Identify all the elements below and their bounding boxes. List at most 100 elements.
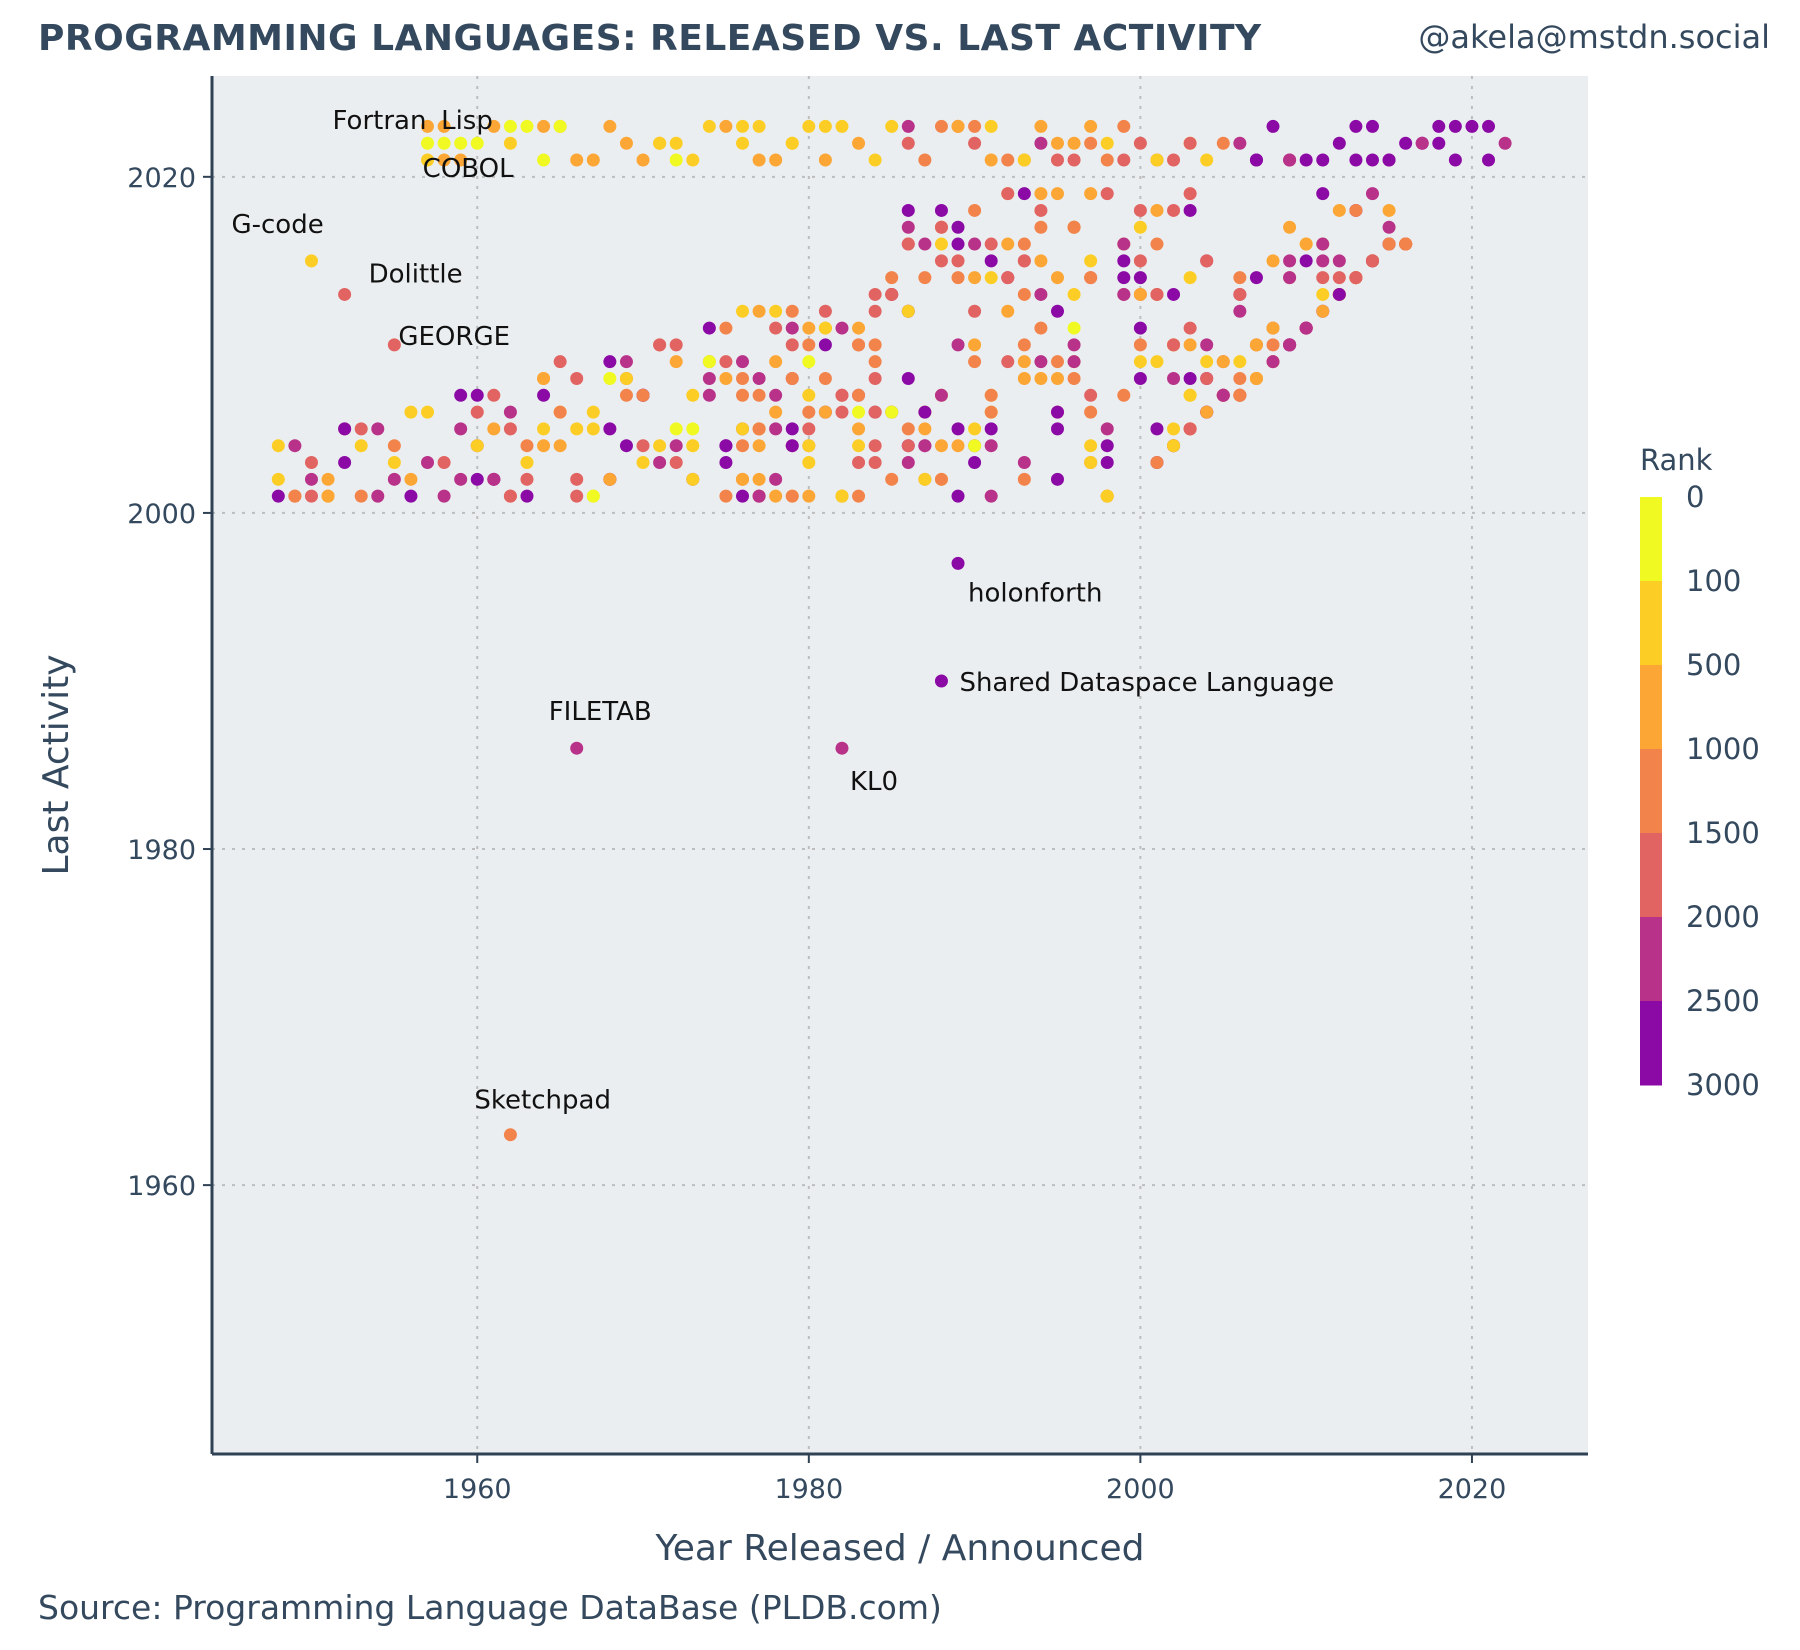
- point-cobol: [454, 136, 468, 150]
- data-point: [1299, 237, 1313, 251]
- point-labels: Fortran Lisp COBOL G-code Dolittle GEORGE holo…: [231, 106, 1334, 1115]
- data-point: [520, 472, 534, 486]
- data-point: [1349, 153, 1363, 167]
- data-point: [454, 472, 468, 486]
- data-point: [918, 439, 932, 453]
- data-point: [1498, 136, 1512, 150]
- data-point: [1233, 304, 1247, 318]
- data-point: [1266, 338, 1280, 352]
- data-point: [1167, 439, 1181, 453]
- data-point: [1167, 422, 1181, 436]
- data-point: [1133, 338, 1147, 352]
- data-point: [1067, 287, 1081, 301]
- data-point: [934, 119, 948, 133]
- data-point: [1382, 220, 1396, 234]
- data-point: [487, 422, 501, 436]
- data-point: [901, 119, 915, 133]
- data-point: [288, 439, 302, 453]
- data-point: [901, 456, 915, 470]
- data-point: [1034, 203, 1048, 217]
- data-point: [1034, 136, 1048, 150]
- data-point: [1382, 153, 1396, 167]
- data-point: [918, 422, 932, 436]
- data-point: [868, 153, 882, 167]
- data-point: [1034, 220, 1048, 234]
- data-point: [868, 338, 882, 352]
- data-point: [885, 119, 899, 133]
- point-g-code: [304, 254, 318, 268]
- data-point: [1183, 271, 1197, 285]
- data-point: [1216, 388, 1230, 402]
- data-point: [1200, 153, 1214, 167]
- data-point: [553, 119, 567, 133]
- data-point: [769, 422, 783, 436]
- data-point: [1050, 422, 1064, 436]
- data-point: [1017, 456, 1031, 470]
- data-point: [686, 472, 700, 486]
- data-point: [1283, 271, 1297, 285]
- data-point: [470, 388, 484, 402]
- data-point: [437, 489, 451, 503]
- data-point: [1050, 355, 1064, 369]
- data-point: [984, 388, 998, 402]
- data-point: [1249, 371, 1263, 385]
- data-point: [951, 338, 965, 352]
- data-point: [603, 472, 617, 486]
- data-point: [984, 153, 998, 167]
- data-point: [702, 321, 716, 335]
- data-point: [470, 136, 484, 150]
- data-points: [271, 119, 1512, 1142]
- data-point: [686, 422, 700, 436]
- label-fortran: Fortran: [333, 106, 427, 136]
- data-point: [636, 439, 650, 453]
- data-point: [1034, 321, 1048, 335]
- data-point: [1316, 287, 1330, 301]
- data-point: [769, 304, 783, 318]
- data-point: [454, 422, 468, 436]
- data-point: [1399, 237, 1413, 251]
- data-point: [1117, 271, 1131, 285]
- data-point: [437, 119, 451, 133]
- legend-color-step: [1640, 749, 1662, 834]
- legend-break-label: 2500: [1686, 984, 1760, 1018]
- data-point: [1283, 254, 1297, 268]
- data-point: [951, 271, 965, 285]
- data-point: [570, 472, 584, 486]
- data-point: [570, 153, 584, 167]
- data-point: [769, 405, 783, 419]
- data-point: [454, 388, 468, 402]
- label-filetab: FILETAB: [549, 697, 652, 727]
- data-point: [1283, 338, 1297, 352]
- data-point: [1067, 220, 1081, 234]
- data-point: [802, 489, 816, 503]
- data-point: [802, 439, 816, 453]
- data-point: [852, 338, 866, 352]
- data-point: [1001, 237, 1015, 251]
- data-point: [271, 489, 285, 503]
- data-point: [1050, 153, 1064, 167]
- point-george: [387, 338, 401, 352]
- data-point: [1133, 220, 1147, 234]
- data-point: [984, 405, 998, 419]
- data-point: [1183, 136, 1197, 150]
- data-point: [1233, 136, 1247, 150]
- x-tick-label: 2020: [1438, 1474, 1507, 1505]
- data-point: [702, 388, 716, 402]
- data-point: [968, 304, 982, 318]
- point-filetab: [570, 741, 584, 755]
- data-point: [686, 439, 700, 453]
- data-point: [868, 304, 882, 318]
- data-point: [686, 153, 700, 167]
- legend-color-step: [1640, 833, 1662, 918]
- data-point: [1017, 355, 1031, 369]
- data-point: [669, 355, 683, 369]
- data-point: [785, 321, 799, 335]
- data-point: [1117, 237, 1131, 251]
- data-point: [1133, 254, 1147, 268]
- data-point: [1050, 405, 1064, 419]
- data-point: [1167, 153, 1181, 167]
- data-point: [1001, 271, 1015, 285]
- x-axis-title: Year Released / Announced: [655, 1528, 1145, 1569]
- legend-color-step: [1640, 497, 1662, 582]
- legend-break-label: 0: [1686, 480, 1704, 514]
